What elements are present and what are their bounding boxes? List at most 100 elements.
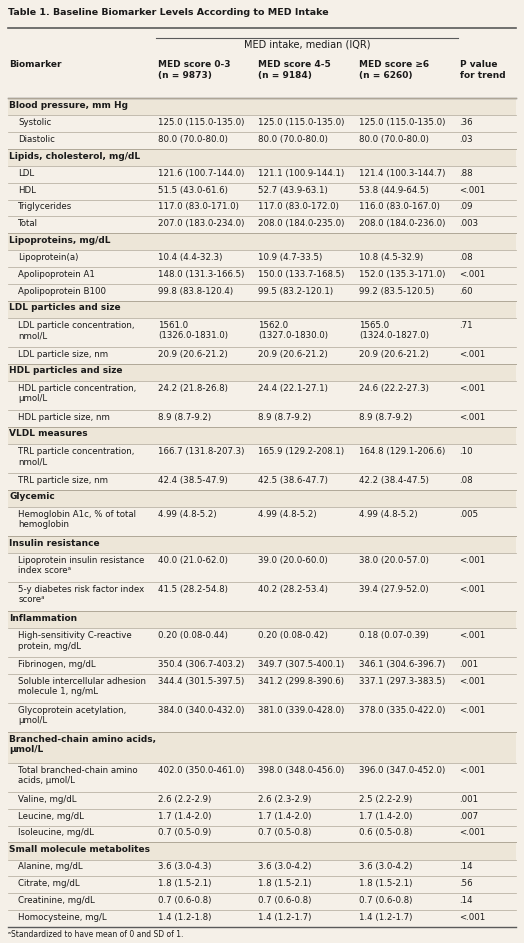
Text: 0.7 (0.5-0.8): 0.7 (0.5-0.8) [258, 829, 312, 837]
Bar [8, 166, 516, 183]
Text: <.001: <.001 [460, 384, 486, 392]
Text: 39.0 (20.0-60.0): 39.0 (20.0-60.0) [258, 556, 328, 565]
Text: 4.99 (4.8-5.2): 4.99 (4.8-5.2) [158, 509, 216, 519]
Text: <.001: <.001 [460, 413, 486, 422]
Text: 1562.0
(1327.0-1830.0): 1562.0 (1327.0-1830.0) [258, 321, 329, 340]
Text: 381.0 (339.0-428.0): 381.0 (339.0-428.0) [258, 705, 345, 715]
Text: Citrate, mg/dL: Citrate, mg/dL [18, 879, 80, 888]
Bar [8, 910, 516, 927]
Text: 121.1 (100.9-144.1): 121.1 (100.9-144.1) [258, 169, 345, 178]
Text: 341.2 (299.8-390.6): 341.2 (299.8-390.6) [258, 677, 344, 686]
Text: .03: .03 [460, 135, 473, 144]
Text: 208.0 (184.0-235.0): 208.0 (184.0-235.0) [258, 219, 345, 228]
Bar [8, 284, 516, 301]
Bar [8, 444, 516, 472]
Text: 0.7 (0.6-0.8): 0.7 (0.6-0.8) [158, 896, 211, 905]
Text: 1.8 (1.5-2.1): 1.8 (1.5-2.1) [258, 879, 312, 888]
Text: HDL particle size, nm: HDL particle size, nm [18, 413, 110, 422]
Text: 384.0 (340.0-432.0): 384.0 (340.0-432.0) [158, 705, 244, 715]
Text: 39.4 (27.9-52.0): 39.4 (27.9-52.0) [359, 585, 429, 594]
Text: Soluble intercellular adhesion
molecule 1, ng/mL: Soluble intercellular adhesion molecule … [18, 677, 146, 696]
Text: Diastolic: Diastolic [18, 135, 55, 144]
Bar [8, 860, 516, 876]
Bar [8, 763, 516, 792]
Text: 80.0 (70.0-80.0): 80.0 (70.0-80.0) [359, 135, 429, 144]
Text: 152.0 (135.3-171.0): 152.0 (135.3-171.0) [359, 270, 445, 279]
Bar [8, 98, 516, 115]
Text: 53.8 (44.9-64.5): 53.8 (44.9-64.5) [359, 186, 429, 195]
Text: .56: .56 [460, 879, 473, 888]
Text: 125.0 (115.0-135.0): 125.0 (115.0-135.0) [258, 118, 345, 127]
Text: 164.8 (129.1-206.6): 164.8 (129.1-206.6) [359, 447, 445, 455]
Bar [8, 364, 516, 381]
Text: .001: .001 [460, 795, 478, 804]
Text: 166.7 (131.8-207.3): 166.7 (131.8-207.3) [158, 447, 244, 455]
Text: 4.99 (4.8-5.2): 4.99 (4.8-5.2) [258, 509, 317, 519]
Bar [8, 251, 516, 267]
Text: 1.8 (1.5-2.1): 1.8 (1.5-2.1) [359, 879, 412, 888]
Bar [8, 809, 516, 826]
Text: 1.7 (1.4-2.0): 1.7 (1.4-2.0) [359, 812, 412, 820]
Bar [8, 347, 516, 364]
Text: 24.6 (22.2-27.3): 24.6 (22.2-27.3) [359, 384, 429, 392]
Text: 1.4 (1.2-1.7): 1.4 (1.2-1.7) [359, 913, 412, 921]
Bar [8, 267, 516, 284]
Text: 0.20 (0.08-0.42): 0.20 (0.08-0.42) [258, 631, 328, 640]
Text: .14: .14 [460, 896, 473, 905]
Text: 344.4 (301.5-397.5): 344.4 (301.5-397.5) [158, 677, 244, 686]
Text: 165.9 (129.2-208.1): 165.9 (129.2-208.1) [258, 447, 344, 455]
Text: HDL particles and size: HDL particles and size [9, 367, 123, 375]
Text: .08: .08 [460, 475, 473, 485]
Text: 116.0 (83.0-167.0): 116.0 (83.0-167.0) [359, 203, 440, 211]
Text: 80.0 (70.0-80.0): 80.0 (70.0-80.0) [158, 135, 227, 144]
Text: 4.99 (4.8-5.2): 4.99 (4.8-5.2) [359, 509, 418, 519]
Text: 20.9 (20.6-21.2): 20.9 (20.6-21.2) [359, 350, 429, 358]
Text: 1565.0
(1324.0-1827.0): 1565.0 (1324.0-1827.0) [359, 321, 429, 340]
Text: 150.0 (133.7-168.5): 150.0 (133.7-168.5) [258, 270, 345, 279]
Text: Total branched-chain amino
acids, μmol/L: Total branched-chain amino acids, μmol/L [18, 766, 138, 786]
Text: 0.6 (0.5-0.8): 0.6 (0.5-0.8) [359, 829, 412, 837]
Text: Branched-chain amino acids,
μmol/L: Branched-chain amino acids, μmol/L [9, 735, 156, 754]
Text: Isoleucine, mg/dL: Isoleucine, mg/dL [18, 829, 94, 837]
Text: <.001: <.001 [460, 350, 486, 358]
Text: .60: .60 [460, 287, 473, 296]
Text: 42.5 (38.6-47.7): 42.5 (38.6-47.7) [258, 475, 328, 485]
Text: TRL particle size, nm: TRL particle size, nm [18, 475, 108, 485]
Text: 346.1 (304.6-396.7): 346.1 (304.6-396.7) [359, 660, 445, 669]
Text: <.001: <.001 [460, 186, 486, 195]
Bar [8, 183, 516, 200]
Text: 2.6 (2.2-2.9): 2.6 (2.2-2.9) [158, 795, 211, 804]
Text: Glycoprotein acetylation,
μmol/L: Glycoprotein acetylation, μmol/L [18, 705, 126, 725]
Text: 207.0 (183.0-234.0): 207.0 (183.0-234.0) [158, 219, 244, 228]
Text: 1.7 (1.4-2.0): 1.7 (1.4-2.0) [158, 812, 211, 820]
Text: 8.9 (8.7-9.2): 8.9 (8.7-9.2) [158, 413, 211, 422]
Text: 0.7 (0.6-0.8): 0.7 (0.6-0.8) [258, 896, 312, 905]
Text: 3.6 (3.0-4.2): 3.6 (3.0-4.2) [258, 863, 312, 871]
Text: P value
for trend: P value for trend [460, 59, 505, 80]
Text: 52.7 (43.9-63.1): 52.7 (43.9-63.1) [258, 186, 328, 195]
Bar [8, 216, 516, 233]
Text: .007: .007 [460, 812, 478, 820]
Text: 125.0 (115.0-135.0): 125.0 (115.0-135.0) [359, 118, 445, 127]
Text: <.001: <.001 [460, 631, 486, 640]
Text: 41.5 (28.2-54.8): 41.5 (28.2-54.8) [158, 585, 227, 594]
Bar [8, 506, 516, 536]
Text: 1561.0
(1326.0-1831.0): 1561.0 (1326.0-1831.0) [158, 321, 228, 340]
Text: 10.4 (4.4-32.3): 10.4 (4.4-32.3) [158, 254, 222, 262]
Text: 0.20 (0.08-0.44): 0.20 (0.08-0.44) [158, 631, 227, 640]
Bar [8, 732, 516, 763]
Bar [8, 842, 516, 860]
Text: 349.7 (307.5-400.1): 349.7 (307.5-400.1) [258, 660, 345, 669]
Text: Total: Total [18, 219, 38, 228]
Text: MED intake, median (IQR): MED intake, median (IQR) [244, 40, 370, 50]
Text: 8.9 (8.7-9.2): 8.9 (8.7-9.2) [359, 413, 412, 422]
Text: 396.0 (347.0-452.0): 396.0 (347.0-452.0) [359, 766, 445, 775]
Text: 1.7 (1.4-2.0): 1.7 (1.4-2.0) [258, 812, 312, 820]
Text: 398.0 (348.0-456.0): 398.0 (348.0-456.0) [258, 766, 345, 775]
Text: 0.7 (0.5-0.9): 0.7 (0.5-0.9) [158, 829, 211, 837]
Bar [8, 536, 516, 554]
Bar [8, 674, 516, 703]
Text: MED score 4-5
(n = 9184): MED score 4-5 (n = 9184) [258, 59, 331, 80]
Text: LDL: LDL [18, 169, 34, 178]
Text: Small molecule metabolites: Small molecule metabolites [9, 845, 150, 854]
